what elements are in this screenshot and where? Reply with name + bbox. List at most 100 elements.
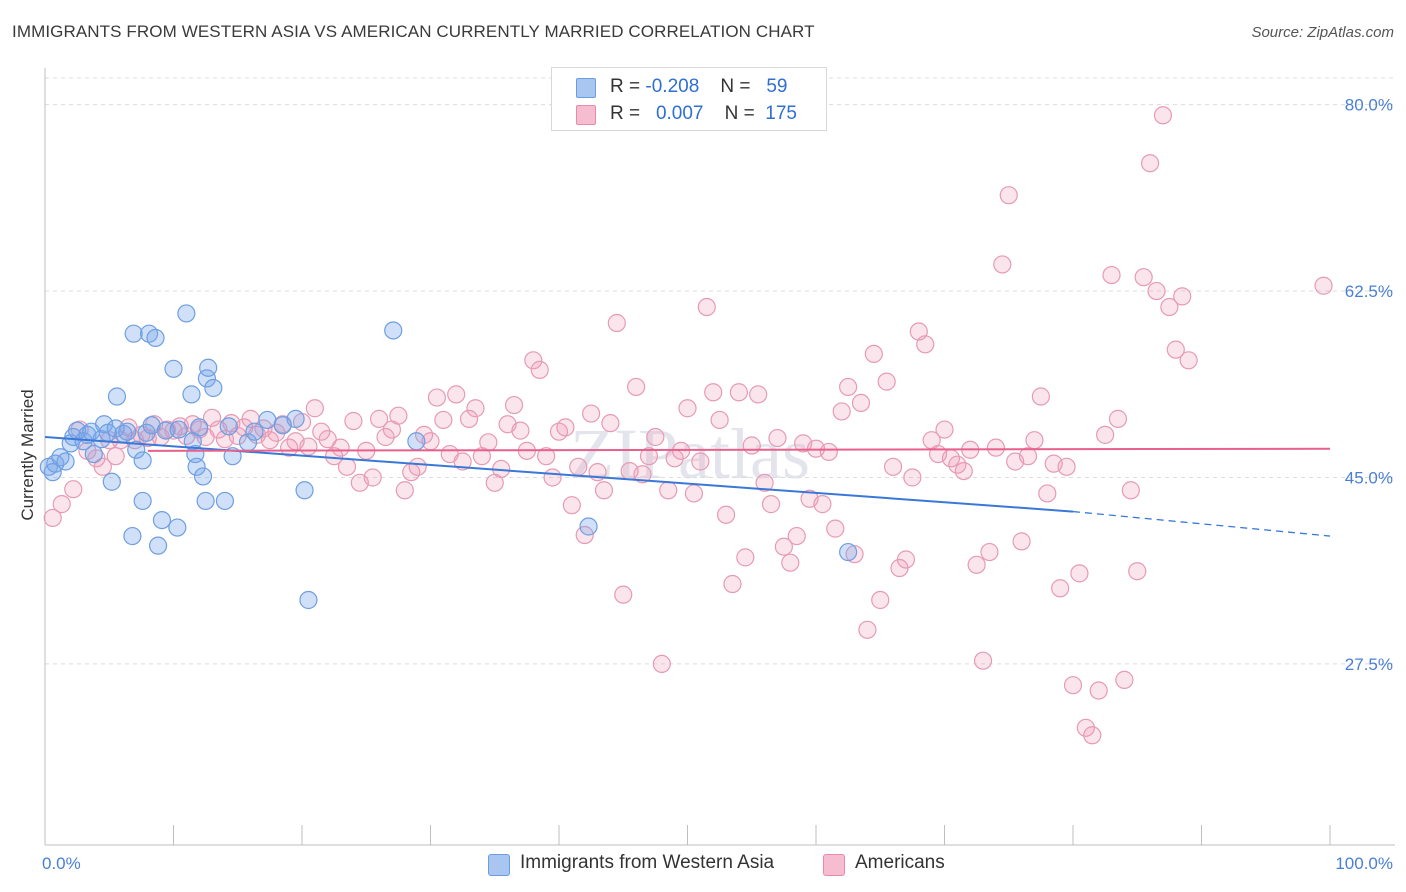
americans-point xyxy=(1025,431,1044,450)
western-asia-point xyxy=(156,421,175,440)
chart-title: IMMIGRANTS FROM WESTERN ASIA VS AMERICAN… xyxy=(12,22,815,41)
western-asia-point xyxy=(204,378,223,398)
americans-point xyxy=(1089,681,1108,700)
americans-point xyxy=(1096,425,1115,444)
western-asia-point xyxy=(102,472,121,491)
americans-point xyxy=(594,481,614,500)
americans-point xyxy=(305,399,324,418)
western-asia-point xyxy=(169,420,188,439)
americans-point xyxy=(839,377,858,397)
americans-trend-line xyxy=(147,447,1331,452)
americans-point xyxy=(826,519,845,538)
americans-point xyxy=(614,585,633,604)
americans-point xyxy=(537,447,556,466)
western-asia-points xyxy=(39,304,858,610)
western-asia-point xyxy=(245,422,264,441)
y-tick-label: 62.5% xyxy=(1345,282,1393,301)
americans-point xyxy=(1012,532,1031,551)
americans-point xyxy=(1115,670,1134,689)
americans-point xyxy=(1057,457,1076,476)
americans-point xyxy=(427,388,447,407)
americans-point xyxy=(742,436,761,455)
americans-point xyxy=(980,542,999,562)
americans-point xyxy=(543,468,562,487)
americans-point xyxy=(511,421,530,440)
americans-point xyxy=(749,385,768,404)
western-asia-trend-line xyxy=(44,436,1074,513)
americans-point xyxy=(331,438,350,457)
western-asia-point xyxy=(133,491,152,511)
americans-point xyxy=(1070,564,1089,583)
western-asia-point xyxy=(95,415,114,434)
americans-point xyxy=(1160,297,1179,317)
americans-point xyxy=(1121,481,1140,500)
western-asia-point xyxy=(187,457,206,476)
americans-point xyxy=(1102,265,1121,285)
western-asia-point xyxy=(177,304,196,323)
western-asia-point xyxy=(182,385,201,404)
americans-point xyxy=(768,428,787,448)
americans-point xyxy=(202,408,222,427)
y-tick-labels: 80.0% 62.5% 45.0% 27.5% xyxy=(1345,96,1393,674)
western-asia-trend-extension xyxy=(1072,510,1331,537)
americans-point xyxy=(1063,676,1083,695)
americans-point xyxy=(43,508,62,528)
americans-point xyxy=(935,420,954,439)
americans-point xyxy=(781,553,800,572)
americans-point xyxy=(967,555,986,574)
western-asia-point xyxy=(123,526,142,546)
western-asia-point xyxy=(258,410,277,430)
americans-point xyxy=(755,473,774,492)
western-asia-point xyxy=(219,417,238,436)
americans-point xyxy=(447,385,466,404)
y-tick-label: 27.5% xyxy=(1345,655,1393,674)
western-asia-point xyxy=(193,467,213,486)
x-tick-label: 100.0% xyxy=(1335,854,1393,873)
americans-point xyxy=(556,418,575,437)
americans-point xyxy=(973,651,993,670)
americans-point xyxy=(832,402,851,421)
western-asia-point xyxy=(199,358,218,377)
americans-point xyxy=(106,447,125,466)
americans-point xyxy=(1031,387,1050,406)
americans-point xyxy=(736,548,755,567)
axes xyxy=(44,68,1395,846)
americans-point xyxy=(408,457,427,476)
americans-point xyxy=(993,255,1012,274)
americans-point xyxy=(684,484,704,503)
legend-swatch-pink xyxy=(823,854,845,876)
americans-point xyxy=(337,457,357,476)
americans-point xyxy=(530,360,549,379)
y-tick-label: 80.0% xyxy=(1345,96,1393,115)
western-asia-point xyxy=(148,536,168,555)
americans-point xyxy=(704,383,723,402)
western-asia-point xyxy=(223,447,242,466)
americans-point xyxy=(93,457,112,476)
americans-point xyxy=(434,410,453,430)
americans-point xyxy=(607,313,626,333)
legend-r-label: R = xyxy=(610,76,641,97)
legend-swatch-blue xyxy=(576,78,596,98)
americans-point xyxy=(761,495,781,514)
americans-point xyxy=(395,481,414,500)
western-asia-point xyxy=(127,440,146,459)
americans-point xyxy=(871,590,890,610)
americans-point xyxy=(569,457,588,476)
americans-point xyxy=(299,437,318,456)
americans-point xyxy=(459,409,479,428)
western-asia-point xyxy=(215,491,234,511)
americans-point xyxy=(575,525,594,545)
western-asia-point xyxy=(196,491,215,511)
western-asia-point xyxy=(164,359,183,378)
americans-point xyxy=(813,495,832,514)
americans-point xyxy=(691,452,710,471)
western-asia-point xyxy=(56,452,75,471)
americans-point xyxy=(877,372,896,391)
western-asia-point xyxy=(146,328,165,348)
legend-r-value: 0.007 xyxy=(655,103,704,124)
americans-point xyxy=(389,406,408,425)
americans-point xyxy=(883,457,903,476)
americans-point xyxy=(344,411,363,431)
americans-point xyxy=(954,461,973,481)
